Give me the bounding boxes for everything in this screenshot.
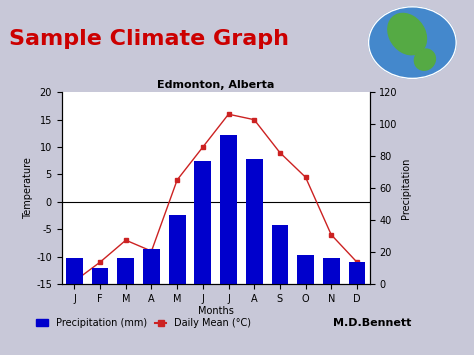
Bar bbox=[66, 258, 83, 284]
Circle shape bbox=[369, 7, 456, 78]
Text: M.D.Bennett: M.D.Bennett bbox=[333, 318, 411, 328]
Ellipse shape bbox=[388, 13, 427, 55]
Bar bbox=[297, 255, 314, 284]
Bar bbox=[220, 135, 237, 284]
Bar bbox=[246, 159, 263, 284]
Bar bbox=[194, 161, 211, 284]
Bar bbox=[143, 249, 160, 284]
Bar bbox=[272, 225, 288, 284]
Y-axis label: Temperature: Temperature bbox=[23, 157, 33, 219]
Text: Sample Climate Graph: Sample Climate Graph bbox=[9, 29, 290, 49]
Bar bbox=[92, 268, 109, 284]
Title: Edmonton, Alberta: Edmonton, Alberta bbox=[157, 80, 274, 90]
Bar bbox=[169, 215, 185, 284]
Bar bbox=[323, 258, 339, 284]
Bar bbox=[118, 258, 134, 284]
X-axis label: Months: Months bbox=[198, 306, 234, 317]
Ellipse shape bbox=[414, 49, 436, 70]
Legend: Precipitation (mm), Daily Mean (°C): Precipitation (mm), Daily Mean (°C) bbox=[33, 314, 255, 332]
Bar bbox=[348, 262, 365, 284]
Y-axis label: Precipitation: Precipitation bbox=[401, 158, 410, 219]
